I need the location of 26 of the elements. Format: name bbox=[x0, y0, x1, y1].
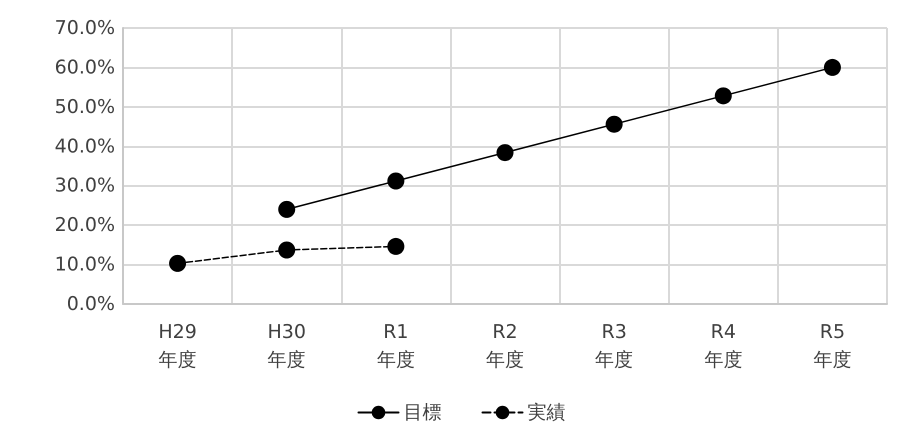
x-tick-label: H29 年度 bbox=[158, 321, 197, 371]
point bbox=[606, 116, 623, 133]
point bbox=[169, 254, 186, 272]
y-tick-label: 60.0% bbox=[54, 56, 115, 78]
y-tick-label: 40.0% bbox=[54, 135, 115, 158]
y-tick-label: 70.0% bbox=[54, 17, 115, 39]
point bbox=[387, 172, 404, 190]
y-tick-label: 30.0% bbox=[54, 174, 115, 197]
point bbox=[278, 241, 296, 258]
y-tick-label: 10.0% bbox=[54, 254, 115, 276]
x-tick-label: R5 年度 bbox=[813, 321, 852, 371]
point bbox=[387, 238, 404, 255]
y-tick-label: 20.0% bbox=[54, 214, 115, 236]
x-tick-label: R1 年度 bbox=[376, 321, 415, 371]
point bbox=[714, 87, 732, 104]
point bbox=[278, 200, 296, 218]
x-tick-label: R2 年度 bbox=[486, 321, 524, 371]
legend-label: 実績 bbox=[528, 402, 566, 424]
x-tick-label: H30 年度 bbox=[267, 321, 306, 371]
y-tick-label: 50.0% bbox=[54, 96, 115, 118]
legend-label: 目標 bbox=[404, 402, 442, 424]
x-tick-label: R4 年度 bbox=[704, 321, 742, 371]
point bbox=[496, 144, 514, 162]
point bbox=[824, 58, 841, 76]
y-tick-label: 0.0% bbox=[66, 293, 115, 315]
x-tick-label: R3 年度 bbox=[595, 321, 634, 371]
